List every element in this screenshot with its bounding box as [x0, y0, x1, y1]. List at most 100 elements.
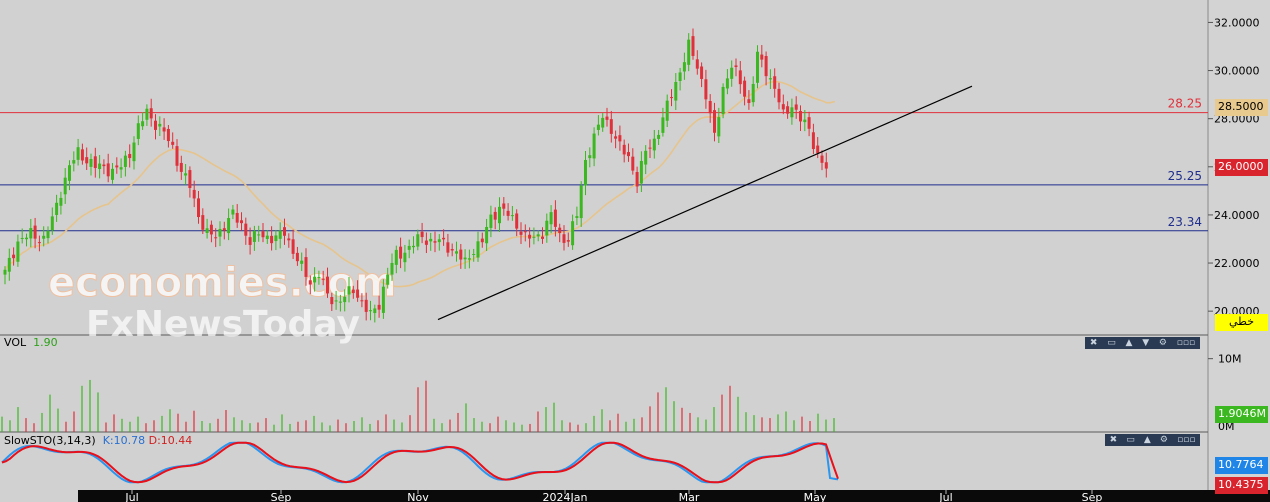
candle-body	[743, 80, 747, 97]
stochastic-panel-toolbar[interactable]: ✖ ▭ ▲ ⚙ ▫▫▫	[1105, 434, 1200, 446]
candle-body	[59, 197, 63, 206]
candle-body	[257, 234, 261, 236]
candle-body	[50, 216, 54, 231]
stochastic-d-tag: 10.4375	[1215, 477, 1268, 494]
settings-icon[interactable]: ⚙	[1159, 435, 1168, 445]
candle-body	[498, 206, 501, 224]
candle-body	[450, 249, 454, 251]
candle-body	[158, 123, 162, 127]
candle-body	[622, 144, 626, 155]
candle-body	[644, 150, 648, 165]
candle-body	[820, 155, 824, 163]
candle-body	[467, 258, 471, 260]
candle-body	[192, 189, 196, 199]
close-icon[interactable]: ✖	[1089, 338, 1098, 348]
candle-body	[794, 104, 798, 110]
candle-body	[252, 230, 256, 242]
candle-body	[816, 145, 820, 154]
horizontal-level-label: 28.25	[1168, 97, 1202, 111]
candle-body	[141, 121, 145, 127]
candle-body	[351, 289, 355, 294]
horizontal-level-label: 23.34	[1168, 215, 1202, 229]
candle-body	[433, 241, 437, 243]
candle-body	[463, 257, 467, 260]
close-icon[interactable]: ✖	[1109, 435, 1118, 445]
candle-body	[579, 185, 583, 219]
volume-axis-zero: 0M	[1218, 420, 1235, 433]
candle-body	[700, 66, 704, 79]
time-axis-label: Jul	[124, 491, 138, 502]
candle-body	[63, 177, 67, 195]
candle-body	[154, 120, 157, 130]
candle-body	[261, 231, 265, 238]
candle-body	[390, 262, 394, 275]
candle-body	[429, 238, 433, 242]
candle-body	[184, 173, 188, 176]
volume-panel-toolbar[interactable]: ✖ ▭ ▲ ▼ ⚙ ▫▫▫	[1085, 337, 1200, 349]
candle-body	[790, 107, 794, 118]
horizontal-level-label: 25.25	[1168, 169, 1202, 183]
maximize-icon[interactable]: ▭	[1126, 435, 1135, 445]
candle-body	[738, 70, 742, 85]
candle-body	[399, 246, 403, 259]
candle-body	[334, 300, 338, 302]
candle-body	[205, 228, 209, 233]
candle-body	[506, 210, 510, 216]
move-up-icon[interactable]: ▲	[1125, 338, 1133, 348]
candle-body	[455, 251, 458, 254]
candle-body	[42, 235, 46, 239]
candle-body	[674, 81, 678, 101]
move-down-icon[interactable]: ▼	[1142, 338, 1150, 348]
candle-body	[807, 117, 811, 129]
chart-style-badge[interactable]: خطي	[1215, 314, 1268, 331]
candle-body	[356, 289, 360, 298]
candle-body	[235, 212, 239, 223]
candle-body	[665, 100, 669, 121]
candle-body	[68, 165, 71, 181]
candle-body	[209, 224, 213, 235]
settings-icon[interactable]: ⚙	[1158, 338, 1167, 348]
volume-value: 1.90	[33, 336, 58, 349]
candle-body	[734, 65, 738, 67]
move-up-icon[interactable]: ▲	[1143, 435, 1151, 445]
candle-body	[338, 301, 342, 303]
candle-body	[244, 223, 248, 236]
stochastic-d-line	[1, 441, 839, 484]
candle-body	[609, 119, 613, 134]
candle-body	[635, 172, 639, 187]
candle-body	[145, 108, 149, 120]
stochastic-k-tag: 10.7764	[1215, 457, 1268, 474]
candle-body	[171, 141, 175, 145]
candle-body	[149, 108, 153, 119]
candle-body	[588, 155, 592, 159]
candle-body	[29, 228, 33, 239]
candle-body	[222, 228, 226, 231]
candle-body	[76, 147, 80, 160]
candle-body	[648, 147, 652, 149]
stochastic-k-text: K:10.78	[102, 434, 146, 447]
candle-body	[549, 212, 553, 225]
candle-body	[308, 280, 312, 285]
candle-body	[545, 220, 549, 236]
candle-body	[786, 106, 790, 114]
candle-body	[12, 254, 16, 259]
candle-body	[596, 124, 600, 130]
time-axis-label: Sep	[271, 491, 292, 502]
candle-body	[717, 117, 721, 137]
candle-body	[89, 158, 93, 167]
candle-body	[330, 297, 334, 305]
candle-body	[123, 155, 127, 167]
watermark-logo-text: FxNewsToday	[86, 304, 360, 345]
candle-body	[364, 299, 368, 312]
candle-body	[730, 67, 734, 79]
candle-body	[661, 117, 665, 133]
candle-body	[313, 276, 317, 283]
more-icon[interactable]: ▫▫▫	[1176, 338, 1196, 348]
more-icon[interactable]: ▫▫▫	[1177, 435, 1196, 445]
candle-body	[360, 300, 364, 302]
time-axis-bar	[78, 490, 1270, 502]
candle-body	[708, 101, 712, 114]
maximize-icon[interactable]: ▭	[1107, 338, 1116, 348]
trendline	[437, 85, 973, 321]
